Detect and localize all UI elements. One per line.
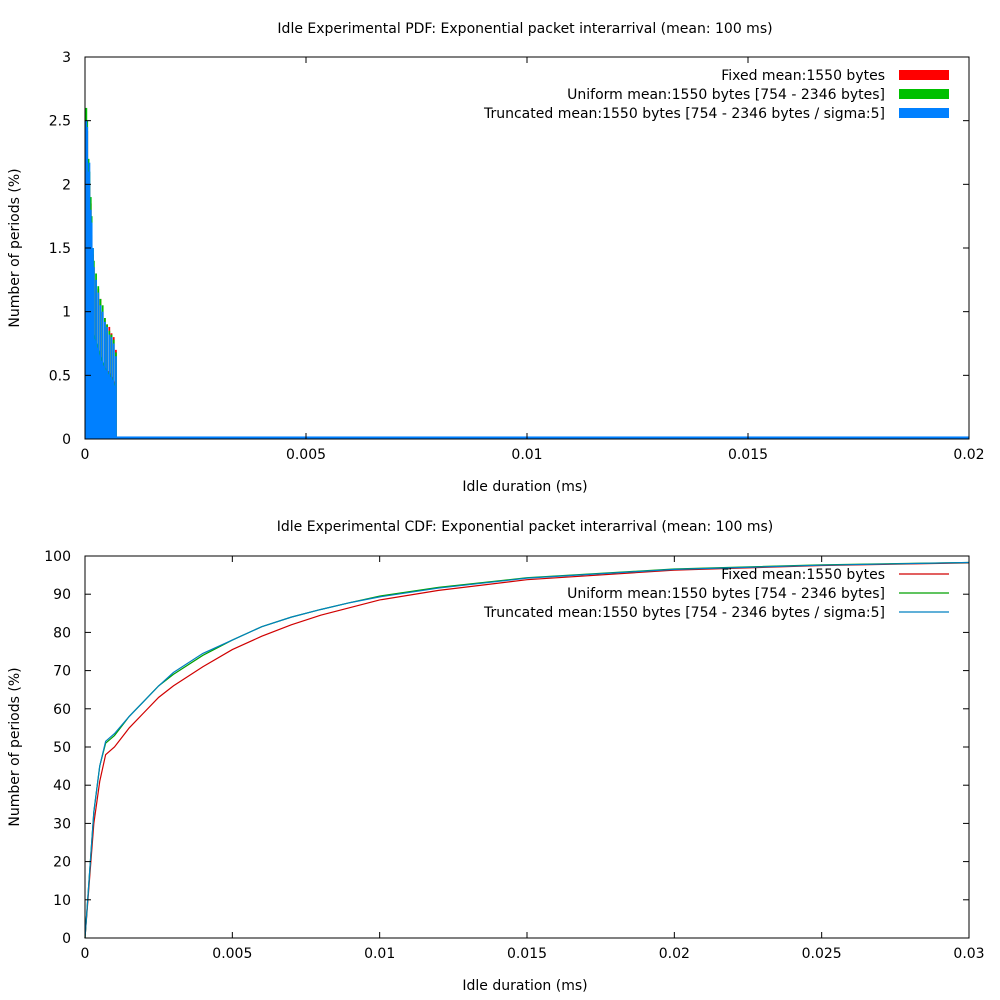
y-tick-label: 10 (53, 893, 71, 909)
legend-label: Fixed mean:1550 bytes (721, 567, 885, 583)
y-tick-label: 3 (62, 50, 71, 66)
legend-label: Fixed mean:1550 bytes (721, 68, 885, 84)
x-tick-label: 0.015 (507, 946, 547, 962)
legend-swatch (899, 89, 949, 99)
plot-marks (84, 561, 970, 939)
x-tick-label: 0.01 (511, 447, 542, 463)
y-tick-label: 1 (62, 305, 71, 321)
y-tick-label: 2 (62, 177, 71, 193)
x-tick-label: 0.02 (953, 447, 984, 463)
legend-swatch (899, 70, 949, 80)
series-line (84, 561, 970, 939)
axis-ticks: 0 0.005 0.01 0.015 0.02 0.025 0.03 0 10 20 30 40 50 6… (44, 549, 984, 962)
x-axis-label: Idle duration (ms) (462, 978, 587, 994)
x-tick-label: 0 (81, 447, 90, 463)
x-tick-label: 0.03 (953, 946, 984, 962)
y-tick-label: 0 (62, 931, 71, 947)
pdf-chart: Idle Experimental PDF: Exponential packe… (7, 21, 985, 495)
y-tick-label: 1.5 (49, 241, 71, 257)
y-tick-label: 40 (53, 778, 71, 794)
x-tick-label: 0.005 (212, 946, 252, 962)
x-axis-label: Idle duration (ms) (462, 479, 587, 495)
y-tick-label: 0.5 (49, 368, 71, 384)
legend: Fixed mean:1550 bytes Uniform mean:1550 b… (483, 567, 949, 621)
legend-swatch (899, 108, 949, 118)
y-tick-label: 0 (62, 432, 71, 448)
y-tick-label: 70 (53, 664, 71, 680)
y-tick-label: 50 (53, 740, 71, 756)
tail-bars (115, 436, 969, 439)
bar-area (85, 248, 116, 439)
series-line (84, 562, 970, 939)
x-tick-label: 0 (81, 946, 90, 962)
legend-label: Uniform mean:1550 bytes [754 - 2346 byte… (567, 87, 885, 103)
y-axis-label: Number of periods (%) (7, 168, 23, 327)
cdf-chart: Idle Experimental CDF: Exponential packe… (7, 519, 985, 994)
legend-label: Truncated mean:1550 bytes [754 - 2346 by… (483, 106, 885, 122)
y-tick-label: 90 (53, 587, 71, 603)
legend-label: Truncated mean:1550 bytes [754 - 2346 by… (483, 605, 885, 621)
plot-marks (85, 107, 969, 440)
x-tick-label: 0.005 (286, 447, 326, 463)
x-tick-label: 0.025 (802, 946, 842, 962)
x-tick-label: 0.01 (364, 946, 395, 962)
y-tick-label: 100 (44, 549, 71, 565)
legend-label: Uniform mean:1550 bytes [754 - 2346 byte… (567, 586, 885, 602)
y-tick-label: 2.5 (49, 114, 71, 130)
legend: Fixed mean:1550 bytes Uniform mean:1550 b… (483, 68, 949, 122)
series-bars (85, 120, 117, 440)
y-tick-label: 80 (53, 625, 71, 641)
x-tick-label: 0.02 (659, 946, 690, 962)
y-tick-label: 30 (53, 816, 71, 832)
x-tick-label: 0.015 (728, 447, 768, 463)
y-tick-label: 20 (53, 855, 71, 871)
y-tick-label: 60 (53, 702, 71, 718)
y-axis-label: Number of periods (%) (7, 667, 23, 826)
axis-ticks: 0 0.005 0.01 0.015 0.02 0 0.5 1 1.5 2 2.5 3 (49, 50, 985, 463)
chart-title: Idle Experimental CDF: Exponential packe… (277, 519, 774, 535)
chart-title: Idle Experimental PDF: Exponential packe… (277, 21, 772, 37)
